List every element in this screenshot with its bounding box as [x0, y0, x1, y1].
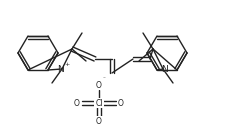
Text: O: O [96, 116, 102, 125]
Text: ⁻: ⁻ [103, 78, 106, 83]
Text: N: N [161, 64, 167, 73]
Text: O: O [96, 81, 102, 89]
Text: N: N [58, 64, 64, 73]
Text: +: + [64, 61, 70, 67]
Text: O: O [118, 99, 124, 108]
Text: Cl: Cl [95, 99, 103, 108]
Text: O: O [74, 99, 80, 108]
